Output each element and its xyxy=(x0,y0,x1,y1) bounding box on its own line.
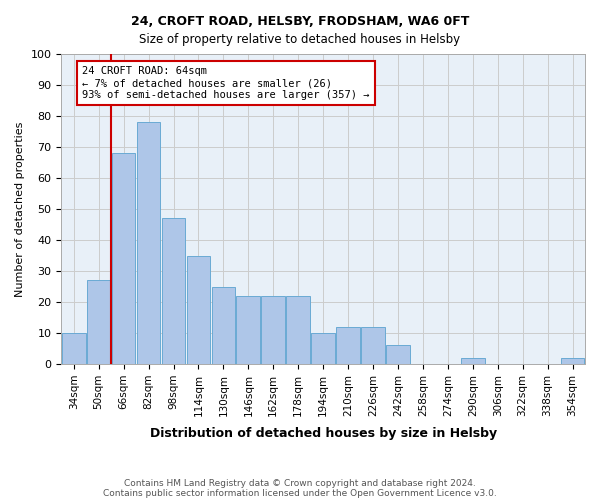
Bar xyxy=(87,280,110,364)
Bar xyxy=(336,327,360,364)
Bar xyxy=(461,358,485,364)
Bar xyxy=(212,286,235,364)
Bar xyxy=(286,296,310,364)
Bar xyxy=(386,346,410,364)
Bar xyxy=(236,296,260,364)
Bar xyxy=(161,218,185,364)
Text: 24 CROFT ROAD: 64sqm
← 7% of detached houses are smaller (26)
93% of semi-detach: 24 CROFT ROAD: 64sqm ← 7% of detached ho… xyxy=(82,66,370,100)
Bar xyxy=(560,358,584,364)
Bar xyxy=(62,333,86,364)
Text: 24, CROFT ROAD, HELSBY, FRODSHAM, WA6 0FT: 24, CROFT ROAD, HELSBY, FRODSHAM, WA6 0F… xyxy=(131,15,469,28)
Bar xyxy=(187,256,210,364)
Bar xyxy=(311,333,335,364)
X-axis label: Distribution of detached houses by size in Helsby: Distribution of detached houses by size … xyxy=(149,427,497,440)
Text: Size of property relative to detached houses in Helsby: Size of property relative to detached ho… xyxy=(139,32,461,46)
Text: Contains public sector information licensed under the Open Government Licence v3: Contains public sector information licen… xyxy=(103,488,497,498)
Text: Contains HM Land Registry data © Crown copyright and database right 2024.: Contains HM Land Registry data © Crown c… xyxy=(124,478,476,488)
Y-axis label: Number of detached properties: Number of detached properties xyxy=(15,122,25,296)
Bar xyxy=(262,296,285,364)
Bar xyxy=(137,122,160,364)
Bar xyxy=(112,153,136,364)
Bar xyxy=(361,327,385,364)
